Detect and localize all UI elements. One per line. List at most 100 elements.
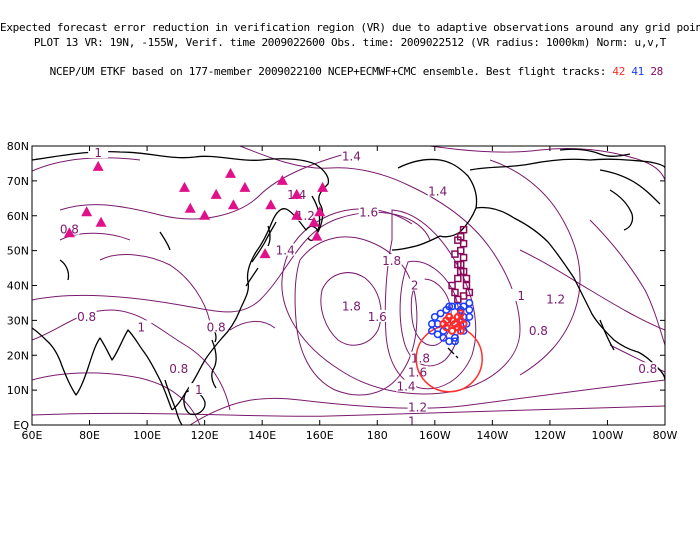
target-triangle (291, 209, 303, 220)
header-line-3-text: NCEP/UM ETKF based on 177-member 2009022… (49, 65, 607, 78)
longitude-axis: 60E 80E 100E 120E 140E 160E 180 160W 140W 120W 100… (22, 146, 678, 442)
contour-label: 1.4 (396, 380, 415, 394)
track-28-point (459, 253, 468, 262)
track-a-label: 42 (612, 65, 626, 78)
contour-line (32, 372, 201, 425)
contour-label: 0.8 (207, 320, 226, 334)
track-28-point (454, 236, 462, 244)
lon-label: 100E (133, 429, 161, 442)
header-line-2: PLOT 13 VR: 19N, -155W, Verif. time 2009… (33, 36, 667, 49)
flight-track-28 (448, 225, 474, 304)
target-triangle (265, 199, 277, 210)
track-41-point (451, 337, 459, 346)
track-41-point (430, 312, 439, 321)
contour-label: 1 (517, 289, 525, 303)
triangle-markers (63, 160, 329, 259)
contour-line (32, 405, 665, 417)
coastline-asia-north (32, 150, 330, 411)
coastline-kamchatka (307, 195, 321, 242)
target-triangle (95, 216, 107, 227)
header-line-3: NCEP/UM ETKF based on 177-member 2009022… (0, 51, 700, 79)
target-triangle (184, 202, 196, 213)
coastline-japan (245, 221, 277, 287)
coastline-north-america (513, 217, 665, 381)
coastline-aleutians (391, 235, 441, 251)
contour-label-bg (381, 254, 402, 267)
track-41-point (427, 326, 436, 335)
contour-label-bg (367, 309, 388, 322)
lon-label: 100W (592, 429, 624, 442)
track-41-point (445, 302, 454, 311)
track-42-point (456, 326, 465, 335)
target-triangle (210, 188, 222, 199)
track-28-point (454, 260, 462, 269)
flight-track-42 (439, 309, 468, 335)
track-28-point (462, 281, 471, 290)
contour-label: 1.4 (428, 184, 447, 198)
contour-line (519, 249, 665, 331)
contour-line (32, 211, 431, 313)
contour-labels: 1.41.41.41.21.60.81.41.821.81.60.810.81.… (59, 146, 658, 425)
contour-label-bg (206, 320, 227, 333)
track-41-point (451, 333, 459, 342)
track-28-point (451, 250, 459, 258)
lon-label: 80E (79, 429, 100, 442)
contour-line (429, 146, 665, 181)
track-41-point (433, 330, 442, 339)
lon-label: 140W (476, 429, 508, 442)
lat-label: 70N (7, 175, 29, 188)
coastline-sakhalin (267, 225, 271, 247)
target-triangle (239, 181, 251, 192)
lat-label: 20N (7, 349, 29, 362)
track-41-point (462, 319, 471, 328)
track-c-label: 28 (650, 65, 663, 78)
contour-label: 0.8 (638, 362, 657, 376)
contour-line (589, 219, 665, 346)
contour-label-bg (427, 184, 448, 197)
target-triangle (259, 248, 271, 259)
target-triangle (308, 216, 320, 227)
target-triangle (314, 206, 326, 217)
coastline-hawaii (447, 347, 459, 359)
contour-label-bg (396, 379, 417, 392)
contour-label-bg (528, 323, 549, 336)
contour-line (59, 232, 131, 241)
coastline-mexico (599, 319, 615, 351)
lat-label: EQ (13, 419, 29, 432)
lat-label: 80N (7, 140, 29, 153)
contour-label: 2 (411, 279, 419, 293)
track-b-label: 41 (631, 65, 645, 78)
track-41-point (436, 309, 445, 318)
coastline-caspian (59, 259, 70, 281)
contour-label-bg (358, 205, 379, 218)
contour-label-bg (131, 320, 152, 333)
track-41-point (456, 305, 465, 314)
track-28-point (451, 288, 459, 297)
track-28-point (462, 274, 471, 283)
contour-label: 1.6 (359, 205, 378, 219)
track-41-point (465, 305, 474, 314)
lat-label: 30N (7, 314, 29, 327)
target-triangle (178, 181, 190, 192)
contour-line (229, 321, 276, 331)
contour-label-bg (637, 362, 658, 375)
target-triangle (291, 188, 303, 199)
contour-line (59, 149, 361, 220)
contour-label-bg (410, 351, 431, 364)
lon-label: 160E (306, 429, 334, 442)
target-triangle (276, 174, 288, 185)
contour-label: 1.4 (342, 149, 361, 163)
contour-line (399, 260, 460, 367)
track-28-point (459, 225, 468, 234)
contour-label-bg (188, 383, 209, 396)
contour-label-bg (76, 309, 97, 322)
track-42-point (442, 323, 451, 332)
track-42-point (445, 312, 454, 321)
track-42-point (456, 316, 465, 325)
target-triangle (227, 199, 239, 210)
contour-label-bg (341, 149, 362, 162)
contour-line (609, 344, 665, 373)
contour-label: 1.8 (382, 254, 401, 268)
coastline-hudson (609, 189, 634, 231)
contour-label-bg (407, 365, 428, 378)
